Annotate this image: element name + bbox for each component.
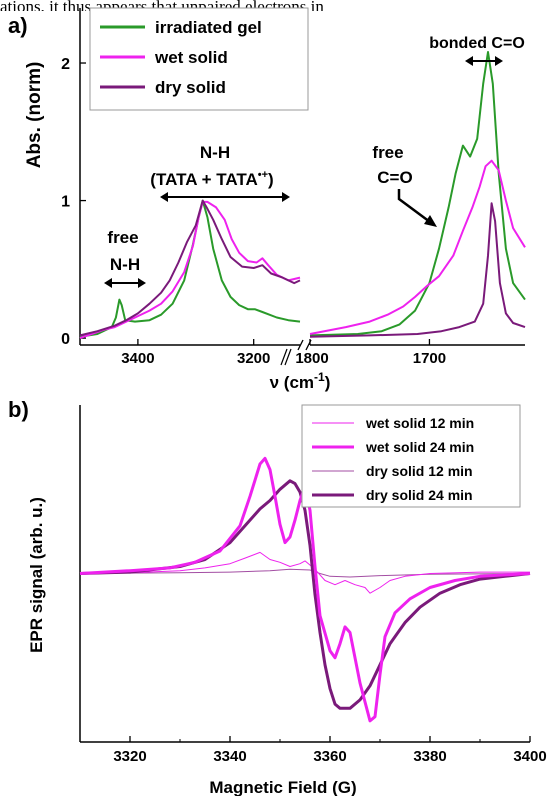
panel-b-label: b) [8,397,29,422]
legend-label-wet-solid-24-min: wet solid 24 min [365,439,474,455]
annotation-free-nh-line2: N-H [110,255,140,274]
panel-a-y-axis-label: Abs. (norm) [24,62,45,169]
x-tick-label-3400: 3400 [121,350,154,367]
legend-label-irradiated-gel: irradiated gel [155,18,262,37]
legend-label-dry-solid-24-min: dry solid 24 min [366,487,473,503]
arrow-head [424,215,437,227]
x-tick-label-3360: 3360 [313,748,346,765]
annotation-radical-superscript: •+ [258,169,268,181]
arrow-head [160,192,168,202]
panel-b-legend: wet solid 12 min wet solid 24 min dry soli… [301,404,521,508]
x-tick-label-3320: 3320 [113,748,146,765]
legend-label-wet-solid: wet solid [154,48,228,67]
x-tick-label-1800: 1800 [295,350,328,367]
y-tick-label: 0 [61,331,70,348]
x-tick-label-3340: 3340 [213,748,246,765]
panel-b-tick-labels: 3320 3340 3360 3380 3400 [113,748,546,765]
series-dry-solid-line-left [79,199,301,337]
arrow-head [104,278,112,288]
series-wet-solid-24-min-line [79,456,531,723]
y-tick-label: 2 [61,56,70,73]
annotation-nh-band-line1: N-H [200,143,230,162]
panel-a-x-axis-label: ν (cm-1) [270,370,331,392]
panel-a-series [79,51,526,340]
legend-box [301,404,521,508]
x-tick-label-1700: 1700 [413,350,446,367]
series-dry-solid-line-right [309,202,526,338]
panel-b: b) EPR signal (arb. u.) 3320 3340 3360 3380… [8,397,547,796]
break-gap [275,348,289,368]
x-tick-label-3380: 3380 [413,748,446,765]
series-wet-solid-line-right [309,159,526,335]
annotation-free-co-arrow [397,189,431,224]
panel-b-y-axis-label: EPR signal (arb. u.) [27,497,46,653]
axis-break-mark [284,348,292,366]
annotation-bonded-co: bonded C=O [429,35,525,52]
axis-break-mark [297,339,304,351]
panel-a-annotations: free N-H N-H (TATA + TATA•+) free C=O bonded C… [104,35,525,288]
panel-a-axes [79,8,525,351]
annotation-close-paren: ) [268,170,274,189]
arrow-head [138,278,146,288]
x-tick-label-3400: 3400 [513,748,546,765]
annotation-nh-band-line2: (TATA + TATA•+) [150,169,273,189]
legend-label-wet-solid-12-min: wet solid 12 min [365,415,474,431]
x-tick-label-3200: 3200 [237,350,270,367]
axis-break-mark [280,348,288,366]
y-tick-label: 1 [61,194,70,211]
panel-a-label: a) [8,13,28,38]
series-dry-solid-24-min-line [79,479,531,710]
legend-label-dry-solid: dry solid [155,78,226,97]
legend-box [89,7,309,111]
annotation-free-co-line2: C=O [377,168,412,187]
annotation-free-co-line1: free [372,143,403,162]
panel-b-x-axis-label: Magnetic Field (G) [209,778,356,796]
arrow-head [282,192,290,202]
panel-a: a) Abs. (norm) 0 1 2 3400 3200 1800 1700 irrad… [8,7,526,392]
series-irradiated-gel-line-right [309,51,526,337]
legend-label-dry-solid-12-min: dry solid 12 min [366,463,473,479]
arrow-head [465,56,473,66]
arrow-head [495,56,503,66]
cut-off-text: ations, it thus appears that unpaired el… [0,0,324,11]
panel-a-tick-labels: 0 1 2 3400 3200 1800 1700 [61,56,446,368]
annotation-free-nh-line1: free [107,228,138,247]
panel-b-series [79,456,531,723]
panel-a-legend: irradiated gel wet solid dry solid [89,7,309,111]
